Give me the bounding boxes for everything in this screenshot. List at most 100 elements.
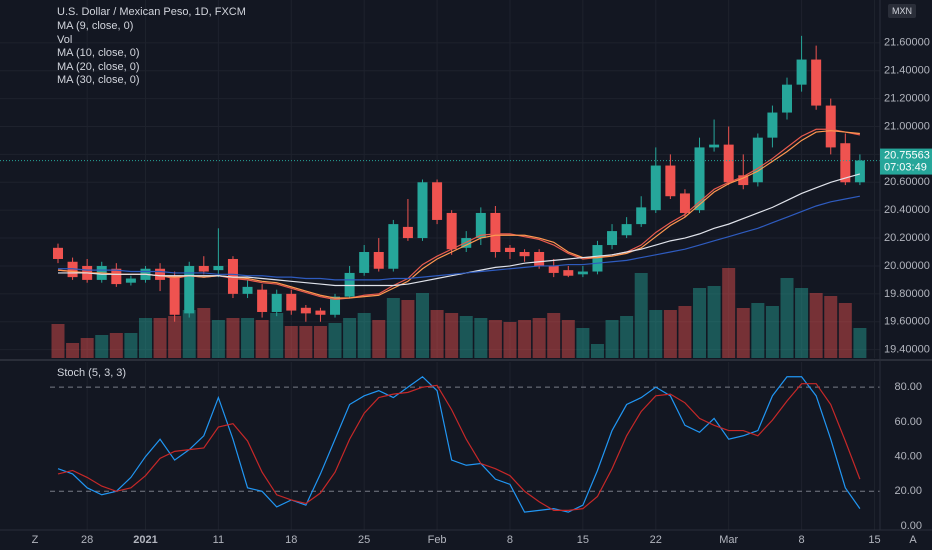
- volume-bar: [620, 316, 634, 358]
- axes: 28 2021 11 18 25 Feb 8 15 22 Mar 8 15 21.60000 21.400…: [81, 37, 932, 546]
- moving-average-line: [58, 195, 861, 281]
- candle-body: [213, 265, 224, 271]
- y-tick-label: 21.20000: [884, 93, 930, 105]
- symbol-label[interactable]: MXN: [892, 6, 912, 16]
- x-tick-label: 2021: [133, 534, 157, 546]
- candle-body: [461, 238, 472, 248]
- candle-body: [519, 252, 530, 257]
- volume-bar: [182, 310, 196, 358]
- candle-body: [344, 272, 355, 297]
- candle-body: [271, 293, 282, 312]
- candle-body: [446, 212, 457, 250]
- volume-bar: [649, 310, 663, 358]
- volume-bar: [488, 320, 502, 358]
- symbol-badge[interactable]: [888, 4, 916, 18]
- candle-body: [300, 307, 311, 314]
- volume-bar: [168, 316, 182, 358]
- last-price-badge: [880, 148, 932, 175]
- volume-bar: [605, 320, 619, 358]
- x-tick-label: 8: [507, 534, 513, 546]
- volume-bar: [255, 320, 269, 358]
- candle-layer: [53, 35, 865, 322]
- candle-body: [607, 231, 618, 246]
- zoom-button[interactable]: Z: [32, 534, 39, 546]
- x-tick-label: 15: [868, 534, 880, 546]
- volume-bar: [51, 324, 65, 358]
- volume-bar: [576, 328, 590, 358]
- stoch-line: [57, 383, 861, 511]
- volume-bar: [197, 308, 211, 358]
- candle-body: [665, 165, 676, 197]
- x-tick-label: 11: [213, 534, 224, 546]
- candle-body: [854, 160, 865, 183]
- y-tick-label: 19.60000: [884, 316, 930, 328]
- line-layer: [0, 128, 880, 513]
- volume-bar: [736, 308, 750, 358]
- volume-bar: [299, 326, 313, 358]
- volume-bar: [124, 333, 138, 358]
- volume-bar: [503, 322, 517, 358]
- legend-entry[interactable]: MA (9, close, 0): [57, 20, 133, 32]
- candle-body: [752, 137, 763, 183]
- volume-bar: [547, 313, 561, 358]
- candle-body: [563, 270, 574, 276]
- legend-entry[interactable]: MA (20, close, 0): [57, 61, 140, 73]
- y-tick-label: 20.20000: [884, 232, 930, 244]
- volume-bar: [780, 278, 794, 358]
- volume-bar: [328, 323, 342, 358]
- volume-bar: [809, 293, 823, 358]
- stoch-line: [57, 375, 861, 513]
- candle-body: [125, 278, 136, 283]
- volume-bar: [241, 318, 255, 358]
- candle-body: [402, 226, 413, 239]
- candle-body: [417, 182, 428, 239]
- volume-bar: [153, 318, 167, 358]
- candle-body: [475, 212, 486, 239]
- y-tick-label: 80.00: [894, 381, 922, 393]
- volume-bar: [372, 320, 386, 358]
- candle-body: [490, 212, 501, 253]
- volume-bar: [722, 268, 736, 358]
- candle-body: [373, 252, 384, 269]
- candle-body: [286, 293, 297, 311]
- auto-button[interactable]: A: [909, 534, 917, 546]
- candle-body: [184, 265, 195, 314]
- volume-bar: [270, 313, 284, 358]
- volume-bar: [343, 318, 357, 358]
- candle-body: [169, 275, 180, 315]
- y-tick-label: 20.60000: [884, 176, 930, 188]
- candle-body: [767, 112, 778, 138]
- y-tick-label: 21.00000: [884, 120, 930, 132]
- y-tick-label: 20.00: [894, 485, 922, 497]
- volume-bar: [561, 320, 575, 358]
- candle-body: [694, 147, 705, 211]
- candle-body: [621, 224, 632, 236]
- candle-body: [67, 261, 78, 278]
- legend-entry[interactable]: Vol: [57, 34, 72, 46]
- legend-entry[interactable]: MA (30, close, 0): [57, 74, 140, 86]
- x-tick-label: 18: [285, 534, 297, 546]
- candle-body: [534, 252, 545, 266]
- volume-bar: [518, 320, 532, 358]
- candle-body: [709, 144, 720, 148]
- volume-bar: [532, 318, 546, 358]
- y-tick-label: 0.00: [901, 520, 922, 532]
- volume-bar: [678, 306, 692, 358]
- candle-body: [388, 224, 399, 269]
- volume-bar: [313, 326, 327, 358]
- y-tick-label: 40.00: [894, 450, 922, 462]
- candle-body: [548, 265, 559, 273]
- volume-bar: [459, 316, 473, 358]
- candle-body: [111, 268, 122, 285]
- volume-bar: [838, 303, 852, 358]
- y-tick-label: 60.00: [894, 416, 922, 428]
- volume-bar: [138, 318, 152, 358]
- volume-bar: [430, 310, 444, 358]
- legend: U.S. Dollar / Mexican Peso, 1D, FXCM MA …: [57, 6, 246, 379]
- indicator-title[interactable]: Stoch (5, 3, 3): [57, 367, 126, 379]
- candle-body: [315, 310, 326, 315]
- volume-bar: [824, 296, 838, 358]
- legend-entry[interactable]: MA (10, close, 0): [57, 47, 140, 59]
- volume-bar: [663, 310, 677, 358]
